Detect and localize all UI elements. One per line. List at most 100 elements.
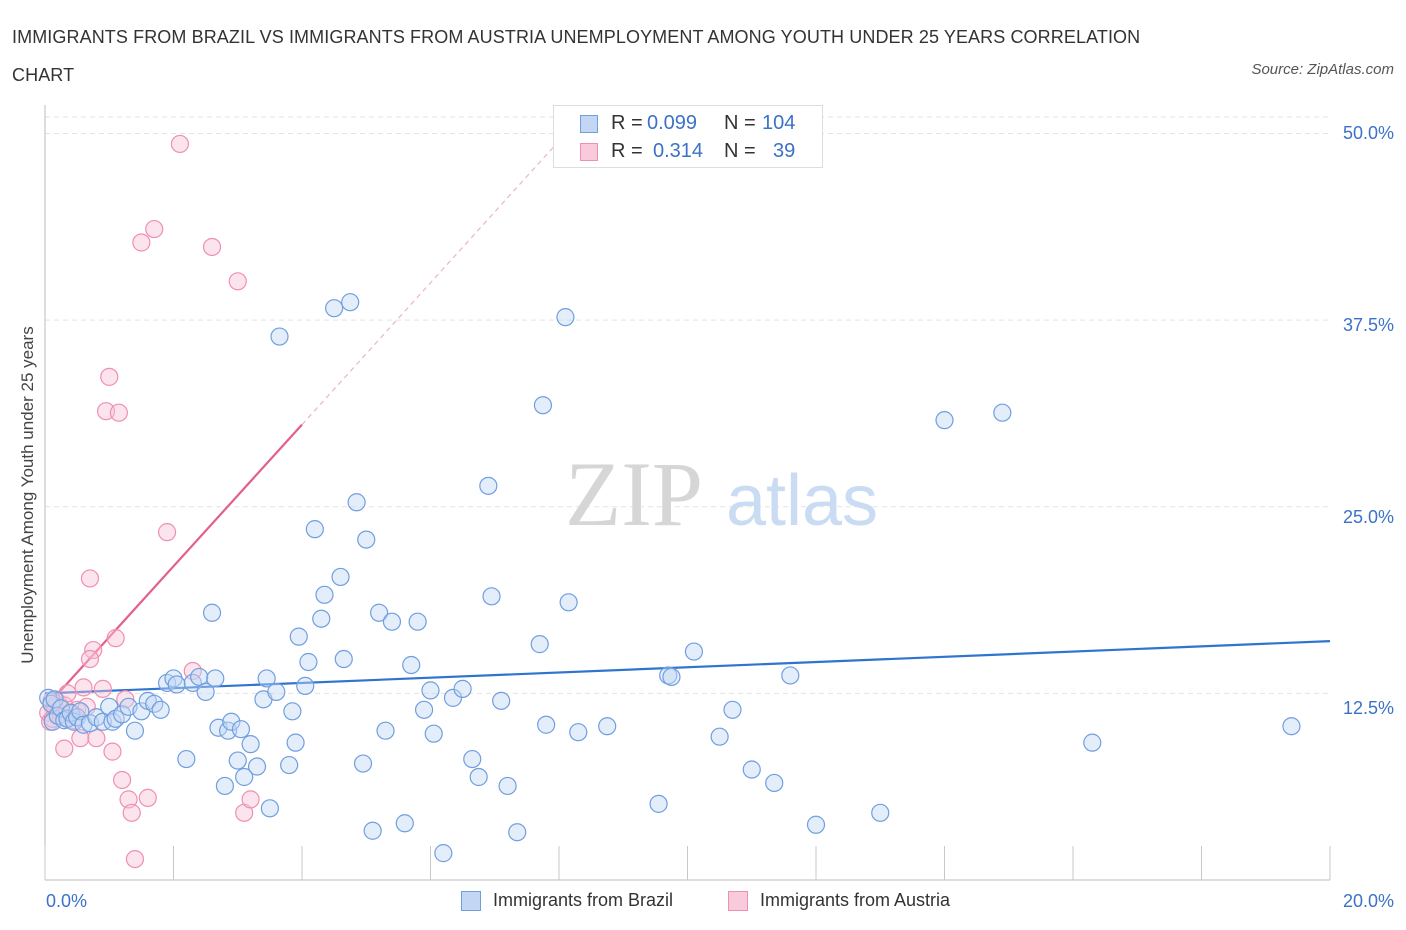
data-point-brazil <box>299 652 318 672</box>
data-point-austria <box>80 569 100 588</box>
data-point-brazil <box>569 723 588 742</box>
data-point-brazil <box>202 603 222 622</box>
data-point-austria <box>157 523 177 542</box>
data-point-brazil <box>871 803 890 822</box>
legend-row-brazil: R = 0.099 N = 104 <box>554 110 822 138</box>
data-point-brazil <box>492 691 511 710</box>
data-point-brazil <box>598 717 617 736</box>
data-point-austria <box>241 790 260 809</box>
data-point-austria <box>100 367 119 386</box>
data-point-brazil <box>235 767 254 787</box>
data-point-brazil <box>283 702 302 721</box>
data-point-brazil <box>742 760 761 779</box>
data-point-brazil <box>267 682 286 701</box>
data-point-brazil <box>312 609 331 628</box>
chart-title: IMMIGRANTS FROM BRAZIL VS IMMIGRANTS FRO… <box>12 27 1141 85</box>
data-point-brazil <box>296 676 315 696</box>
legend-r-value: 0.099 <box>647 112 698 134</box>
legend-n-value: 104 <box>762 112 796 134</box>
data-point-austria <box>55 739 74 758</box>
legend-r-label: R = <box>611 112 643 134</box>
x-tick-label-min: 0.0% <box>46 891 88 911</box>
data-point-brazil <box>402 655 421 675</box>
data-point-brazil <box>424 724 443 743</box>
data-point-austria <box>125 849 145 869</box>
data-point-brazil <box>765 773 784 793</box>
data-point-austria <box>93 679 112 698</box>
data-point-brazil <box>806 815 826 834</box>
data-point-brazil <box>222 712 241 731</box>
series-brazil-points <box>39 293 1301 863</box>
data-point-austria <box>132 233 151 252</box>
data-point-brazil <box>363 821 382 840</box>
data-point-austria <box>74 678 93 697</box>
data-point-brazil <box>498 776 517 796</box>
data-point-brazil <box>196 682 215 701</box>
source-credit: Source: ZipAtlas.com <box>1251 61 1394 78</box>
data-point-brazil <box>469 767 488 787</box>
y-tick-label: 25.0% <box>1342 507 1394 527</box>
data-point-brazil <box>341 293 360 312</box>
data-point-brazil <box>177 749 196 769</box>
correlation-legend: R = 0.099 N = 104 R = 0.314 N = 39 <box>553 105 823 168</box>
data-point-brazil <box>331 567 350 587</box>
data-point-brazil <box>370 603 389 622</box>
series-austria-points <box>39 134 260 869</box>
data-point-brazil <box>289 627 308 646</box>
data-point-brazil <box>533 396 553 415</box>
data-point-brazil <box>167 675 186 694</box>
grid-lines <box>45 116 1330 694</box>
data-point-brazil <box>228 751 247 770</box>
data-point-brazil <box>325 299 344 318</box>
y-tick-label: 37.5% <box>1342 315 1394 335</box>
data-point-brazil <box>993 403 1012 422</box>
data-point-brazil <box>530 635 549 654</box>
watermark-atlas: atlas <box>726 461 878 541</box>
legend-r-label: R = <box>611 140 643 162</box>
data-point-brazil <box>1282 717 1301 736</box>
data-point-brazil <box>353 754 373 773</box>
data-point-brazil <box>723 700 742 719</box>
data-point-austria <box>109 403 128 422</box>
data-point-brazil <box>781 666 800 685</box>
data-point-brazil <box>260 799 279 818</box>
data-point-brazil <box>935 411 954 430</box>
data-point-brazil <box>556 308 575 327</box>
axes <box>44 105 1331 881</box>
data-point-brazil <box>215 776 234 796</box>
y-tick-label: 50.0% <box>1342 123 1394 143</box>
data-point-brazil <box>649 794 668 813</box>
data-point-austria <box>71 729 90 748</box>
data-point-brazil <box>357 530 376 549</box>
watermark-zip: ZIP <box>565 443 703 545</box>
data-point-brazil <box>479 476 498 495</box>
data-point-brazil <box>43 712 62 731</box>
data-point-brazil <box>51 699 71 718</box>
data-point-brazil <box>315 585 334 604</box>
legend-n-label: N = <box>724 140 756 162</box>
watermark: ZIP atlas <box>565 443 878 545</box>
data-point-brazil <box>482 587 501 606</box>
legend-n-value: 39 <box>773 140 796 162</box>
data-point-brazil <box>280 755 299 775</box>
bottom-legend-swatch-brazil <box>461 891 481 911</box>
data-point-brazil <box>103 712 122 731</box>
data-point-austria <box>202 237 222 257</box>
x-tick-label-max: 20.0% <box>1342 891 1394 911</box>
data-point-brazil <box>414 700 434 719</box>
data-point-austria <box>119 790 138 809</box>
data-point-brazil <box>662 667 681 687</box>
data-point-brazil <box>1083 733 1102 752</box>
data-point-brazil <box>71 702 90 721</box>
data-point-brazil <box>710 727 729 746</box>
legend-n-label: N = <box>724 112 756 134</box>
data-point-brazil <box>395 814 414 833</box>
trend-line-brazil <box>44 640 1331 695</box>
legend-row-austria: R = 0.314 N = 39 <box>554 138 822 166</box>
trend-line-austria-extrapolated <box>301 140 560 426</box>
data-point-brazil <box>376 721 395 740</box>
bottom-legend-label-austria: Immigrants from Austria <box>760 890 951 910</box>
data-point-austria <box>106 629 125 648</box>
data-point-brazil <box>305 520 324 539</box>
